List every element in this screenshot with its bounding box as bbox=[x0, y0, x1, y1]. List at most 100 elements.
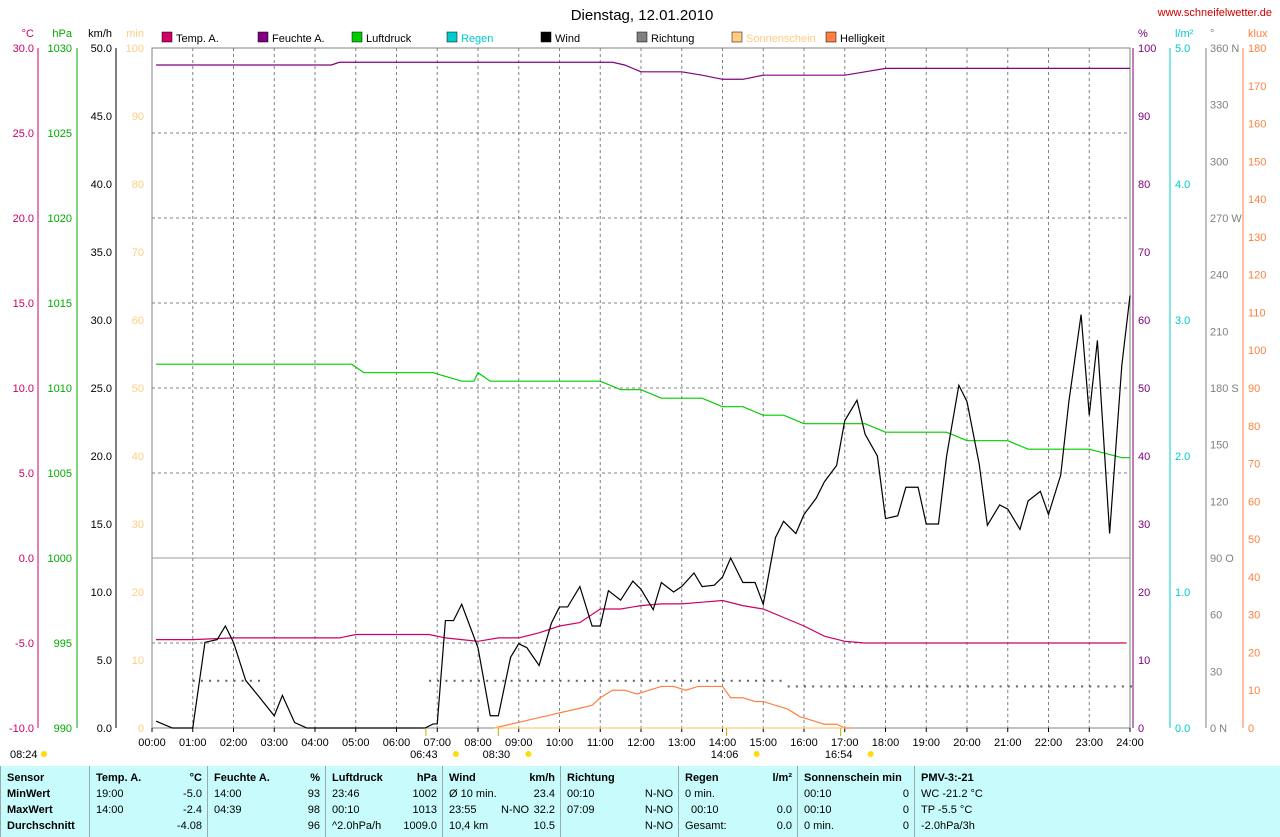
stats-time: Ø 10 min. bbox=[449, 788, 497, 800]
sun-icon bbox=[525, 751, 532, 757]
stats-time: 00:10 bbox=[804, 804, 832, 816]
legend-label: Luftdruck bbox=[366, 33, 412, 45]
tick-label-humidity: 100 bbox=[1138, 43, 1156, 55]
direction-point bbox=[575, 679, 578, 682]
stats-header: Wind bbox=[449, 772, 476, 784]
axis-unit-sun: min bbox=[126, 28, 144, 40]
legend-swatch bbox=[161, 31, 173, 43]
stats-time: 00:10 bbox=[332, 804, 360, 816]
sun-icon bbox=[452, 751, 459, 757]
direction-point bbox=[804, 685, 806, 688]
stats-direction: N-NO bbox=[501, 804, 530, 816]
direction-point bbox=[649, 679, 652, 682]
direction-point bbox=[1072, 685, 1075, 688]
tick-label-lux: 120 bbox=[1248, 270, 1266, 282]
tick-label-direction: 360 N bbox=[1210, 43, 1239, 55]
direction-point bbox=[689, 679, 692, 682]
direction-point bbox=[665, 679, 668, 682]
tick-label-sun: 80 bbox=[132, 179, 144, 191]
tick-label-temp: 25.0 bbox=[13, 128, 34, 140]
x-tick-label: 22:00 bbox=[1035, 737, 1063, 749]
direction-point bbox=[1015, 685, 1018, 688]
sun-icon bbox=[41, 751, 47, 757]
sun-marker-label: 08:30 bbox=[483, 749, 511, 761]
direction-point bbox=[1113, 685, 1116, 688]
site-link[interactable]: www.schneifelwetter.de bbox=[1157, 7, 1272, 19]
direction-point bbox=[820, 685, 823, 688]
direction-point bbox=[885, 685, 888, 688]
stats-row-label: WC -21.2 °C bbox=[921, 788, 983, 800]
direction-point bbox=[877, 685, 880, 688]
tick-label-humidity: 40 bbox=[1138, 451, 1150, 463]
direction-point bbox=[225, 679, 228, 682]
tick-label-temp: -10.0 bbox=[9, 723, 34, 735]
direction-point bbox=[1032, 685, 1035, 688]
direction-point bbox=[1007, 685, 1010, 688]
tick-label-sun: 100 bbox=[126, 43, 144, 55]
direction-point bbox=[600, 679, 603, 682]
x-tick-label: 23:00 bbox=[1075, 737, 1103, 749]
legend-swatch bbox=[257, 31, 269, 43]
stats-column-sensor: Sensor MinWert MaxWert Durchschnitt bbox=[0, 766, 90, 837]
chart-legend: Temp. A. Feuchte A. Luftdruck Regen Wind Rich… bbox=[161, 31, 885, 45]
x-tick-label: 01:00 bbox=[179, 737, 207, 749]
legend-swatch bbox=[636, 31, 648, 43]
direction-point bbox=[909, 685, 912, 688]
direction-point bbox=[673, 679, 676, 682]
tick-label-rain: 1.0 bbox=[1175, 587, 1190, 599]
x-tick-label: 04:00 bbox=[301, 737, 329, 749]
tick-label-lux: 0 bbox=[1248, 723, 1254, 735]
tick-label-lux: 110 bbox=[1248, 307, 1266, 319]
legend-label: Helligkeit bbox=[840, 33, 885, 45]
direction-point bbox=[771, 679, 774, 682]
tick-label-wind: 40.0 bbox=[91, 179, 112, 191]
direction-point bbox=[241, 679, 244, 682]
x-tick-label: 08:00 bbox=[464, 737, 492, 749]
direction-point bbox=[942, 685, 945, 688]
direction-point bbox=[592, 679, 595, 682]
tick-label-temp: 5.0 bbox=[19, 468, 34, 480]
sun-icon bbox=[867, 751, 874, 757]
axis-unit-wind: km/h bbox=[88, 28, 112, 40]
series-line bbox=[156, 61, 1130, 80]
direction-point bbox=[779, 679, 782, 682]
tick-label-lux: 60 bbox=[1248, 496, 1260, 508]
stats-value: 0 bbox=[902, 804, 909, 816]
tick-label-rain: 5.0 bbox=[1175, 43, 1190, 55]
stats-time: 23:55 bbox=[449, 804, 477, 816]
tick-label-wind: 10.0 bbox=[91, 587, 112, 599]
sun-marker-label: 14:06 bbox=[711, 749, 739, 761]
x-tick-label: 12:00 bbox=[627, 737, 655, 749]
stats-value: 98 bbox=[307, 804, 320, 816]
tick-label-wind: 20.0 bbox=[91, 451, 112, 463]
stats-unit: l/m² bbox=[772, 772, 792, 784]
direction-point bbox=[543, 679, 546, 682]
direction-point bbox=[722, 679, 725, 682]
direction-point bbox=[192, 679, 195, 682]
direction-point bbox=[502, 679, 505, 682]
stats-unit: % bbox=[310, 772, 320, 784]
direction-point bbox=[559, 679, 562, 682]
x-tick-label: 18:00 bbox=[872, 737, 900, 749]
tick-label-humidity: 70 bbox=[1138, 247, 1150, 259]
tick-label-lux: 50 bbox=[1248, 534, 1260, 546]
tick-label-humidity: 50 bbox=[1138, 383, 1150, 395]
direction-point bbox=[608, 679, 611, 682]
series-line bbox=[155, 295, 1131, 729]
direction-point bbox=[1024, 685, 1027, 688]
direction-point bbox=[1097, 685, 1100, 688]
tick-label-rain: 0.0 bbox=[1175, 723, 1190, 735]
chart-grid bbox=[151, 47, 1131, 729]
x-tick-label: 05:00 bbox=[342, 737, 370, 749]
tick-label-lux: 10 bbox=[1248, 685, 1260, 697]
direction-point bbox=[926, 685, 929, 688]
direction-point bbox=[706, 679, 709, 682]
tick-label-lux: 180 bbox=[1248, 43, 1266, 55]
tick-label-direction: 300 bbox=[1210, 156, 1228, 168]
direction-point bbox=[233, 679, 236, 682]
direction-point bbox=[494, 679, 497, 682]
x-tick-label: 13:00 bbox=[668, 737, 696, 749]
direction-point bbox=[469, 679, 472, 682]
direction-point bbox=[787, 685, 790, 688]
tick-label-sun: 20 bbox=[132, 587, 144, 599]
